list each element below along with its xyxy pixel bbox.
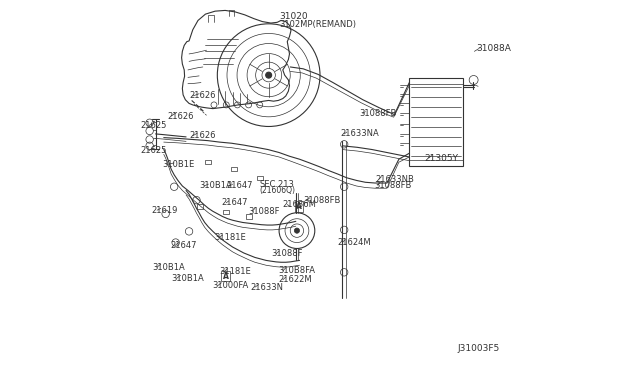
Text: 31181E: 31181E	[219, 267, 251, 276]
Text: 21647: 21647	[227, 182, 253, 190]
Text: 310B8FA: 310B8FA	[278, 266, 316, 275]
Text: 310B1E: 310B1E	[162, 160, 194, 169]
Bar	[410, 78, 463, 166]
Circle shape	[294, 228, 300, 233]
Text: 21636M: 21636M	[283, 200, 317, 209]
Text: 21647: 21647	[170, 241, 197, 250]
Text: 31088A: 31088A	[476, 44, 511, 53]
Text: 31088FB: 31088FB	[359, 109, 396, 118]
Bar	[294, 201, 303, 212]
Text: 21305Y: 21305Y	[424, 154, 458, 163]
Text: 21625: 21625	[141, 121, 167, 130]
Bar	[246, 214, 252, 219]
Bar	[231, 167, 237, 171]
Text: 31088FB: 31088FB	[303, 196, 340, 205]
Text: 21619: 21619	[152, 206, 178, 215]
Bar	[221, 271, 230, 281]
Text: 21633NA: 21633NA	[340, 129, 380, 138]
Text: 21626: 21626	[168, 112, 194, 121]
Text: 31000FA: 31000FA	[212, 281, 248, 290]
Text: 21647: 21647	[221, 198, 248, 207]
Text: 310B1A: 310B1A	[172, 274, 204, 283]
Text: 31088F: 31088F	[248, 207, 280, 216]
Text: 31088FB: 31088FB	[374, 181, 412, 190]
Bar	[223, 210, 229, 214]
Text: 3102MP(REMAND): 3102MP(REMAND)	[279, 20, 356, 29]
Text: 21624M: 21624M	[338, 238, 371, 247]
Text: J31003F5: J31003F5	[458, 344, 500, 353]
Text: 31181E: 31181E	[214, 233, 246, 242]
Bar	[197, 204, 203, 209]
Text: 31088F: 31088F	[271, 249, 303, 258]
Text: 21633NB: 21633NB	[375, 175, 414, 184]
Text: 310B1A: 310B1A	[152, 263, 184, 272]
Bar	[257, 176, 262, 180]
Text: 21633N: 21633N	[250, 283, 283, 292]
Text: 21626: 21626	[189, 92, 216, 100]
Text: 21622M: 21622M	[278, 275, 312, 284]
Text: A: A	[223, 272, 228, 280]
Text: 31020: 31020	[279, 12, 308, 21]
Text: SEC.213: SEC.213	[260, 180, 294, 189]
Text: 21625: 21625	[141, 146, 167, 155]
Text: A: A	[296, 202, 301, 211]
Circle shape	[266, 72, 271, 78]
Text: (21606Q): (21606Q)	[260, 186, 296, 195]
Text: 310B1A: 310B1A	[199, 182, 232, 190]
Bar	[205, 160, 211, 164]
Text: 21626: 21626	[189, 131, 216, 140]
